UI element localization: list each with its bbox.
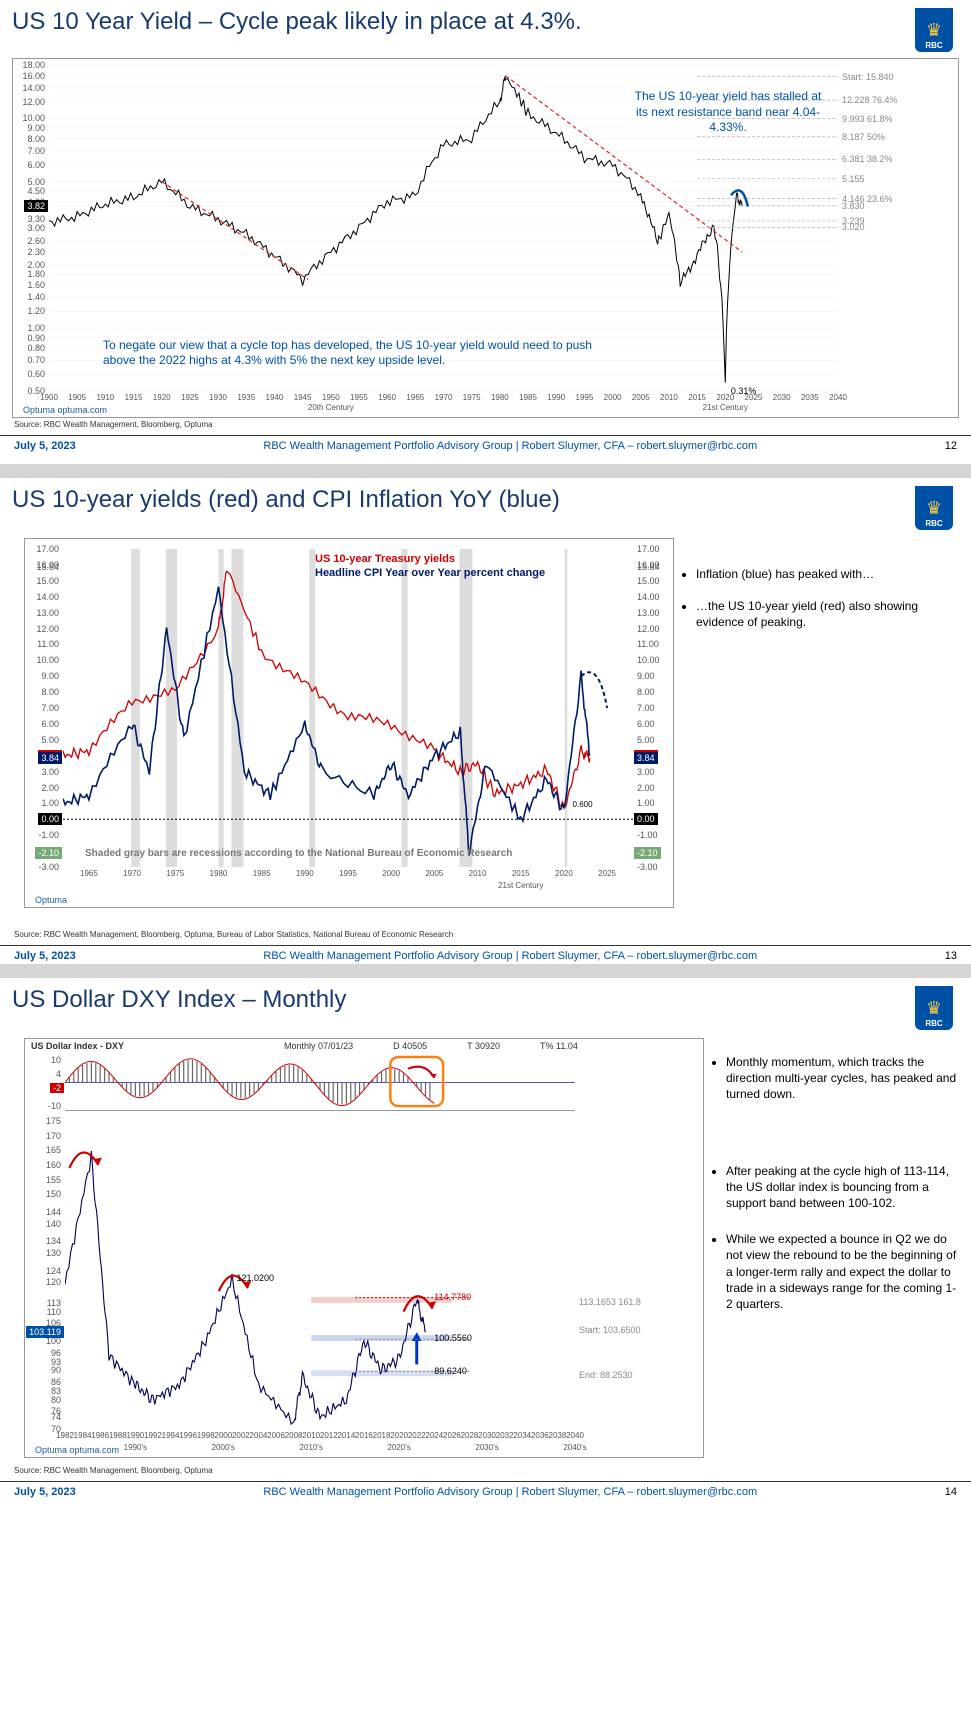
- footer-attribution: RBC Wealth Management Portfolio Advisory…: [263, 440, 757, 452]
- side-bullets: Monthly momentum, which tracks the direc…: [712, 1054, 962, 1328]
- recession-note: Shaded gray bars are recessions accordin…: [85, 848, 512, 859]
- source-text: Source: RBC Wealth Management, Bloomberg…: [0, 928, 971, 939]
- rbc-logo-icon: ♛: [915, 986, 953, 1030]
- bullet: …the US 10-year yield (red) also showing…: [696, 598, 952, 630]
- footer-attribution: RBC Wealth Management Portfolio Advisory…: [263, 950, 757, 962]
- footer-date: July 5, 2023: [14, 1486, 76, 1498]
- bullet: Inflation (blue) has peaked with…: [696, 566, 952, 582]
- slide-2: US 10-year yields (red) and CPI Inflatio…: [0, 478, 971, 978]
- chart-header: T 30920: [467, 1041, 500, 1051]
- annotation-bottom: To negate our view that a cycle top has …: [103, 338, 623, 369]
- footer-date: July 5, 2023: [14, 440, 76, 452]
- rbc-logo-icon: ♛: [915, 486, 953, 530]
- yield-chart: 18.0016.0014.0012.0010.009.008.007.006.0…: [12, 58, 959, 418]
- rbc-logo-icon: ♛: [915, 8, 953, 52]
- slide-title: US 10 Year Yield – Cycle peak likely in …: [12, 8, 582, 36]
- optuma-label: Optuma optuma.com: [17, 401, 107, 415]
- annotation-top: The US 10-year yield has stalled at its …: [628, 89, 828, 136]
- slide-title: US 10-year yields (red) and CPI Inflatio…: [12, 486, 560, 514]
- chart-header: Monthly 07/01/23: [284, 1041, 353, 1051]
- bullet: Monthly momentum, which tracks the direc…: [726, 1054, 962, 1103]
- optuma-label: Optuma optuma.com: [29, 1441, 119, 1455]
- slide-1: US 10 Year Yield – Cycle peak likely in …: [0, 0, 971, 478]
- page-number: 13: [945, 950, 957, 962]
- chart-header: T% 11.04: [540, 1041, 578, 1051]
- slide-footer: July 5, 2023 RBC Wealth Management Portf…: [0, 1481, 971, 1504]
- chart-header: US Dollar Index - DXY: [31, 1041, 124, 1051]
- page-number: 12: [945, 440, 957, 452]
- slide-3: US Dollar DXY Index – Monthly ♛ US Dolla…: [0, 978, 971, 1498]
- dxy-chart: US Dollar Index - DXY Monthly 07/01/23 D…: [24, 1038, 704, 1458]
- cpi-chart: 17.0017.0016.0016.0015.8415.8415.0015.00…: [24, 538, 674, 908]
- slide-title: US Dollar DXY Index – Monthly: [12, 986, 346, 1014]
- chart-header: D 40505: [393, 1041, 427, 1051]
- footer-date: July 5, 2023: [14, 950, 76, 962]
- momentum-panel: 104-2-10-2: [65, 1055, 575, 1111]
- bullet: While we expected a bounce in Q2 we do n…: [726, 1231, 962, 1312]
- legend-red: US 10-year Treasury yields: [315, 553, 455, 565]
- source-text: Source: RBC Wealth Management, Bloomberg…: [0, 1464, 971, 1475]
- footer-attribution: RBC Wealth Management Portfolio Advisory…: [263, 1486, 757, 1498]
- side-bullets: Inflation (blue) has peaked with… …the U…: [682, 566, 952, 647]
- bullet: After peaking at the cycle high of 113-1…: [726, 1163, 962, 1212]
- legend-blue: Headline CPI Year over Year percent chan…: [315, 567, 545, 579]
- slide-footer: July 5, 2023 RBC Wealth Management Portf…: [0, 945, 971, 968]
- optuma-label: Optuma: [29, 891, 67, 905]
- source-text: Source: RBC Wealth Management, Bloomberg…: [0, 418, 971, 429]
- page-number: 14: [945, 1486, 957, 1498]
- slide-footer: July 5, 2023 RBC Wealth Management Portf…: [0, 435, 971, 458]
